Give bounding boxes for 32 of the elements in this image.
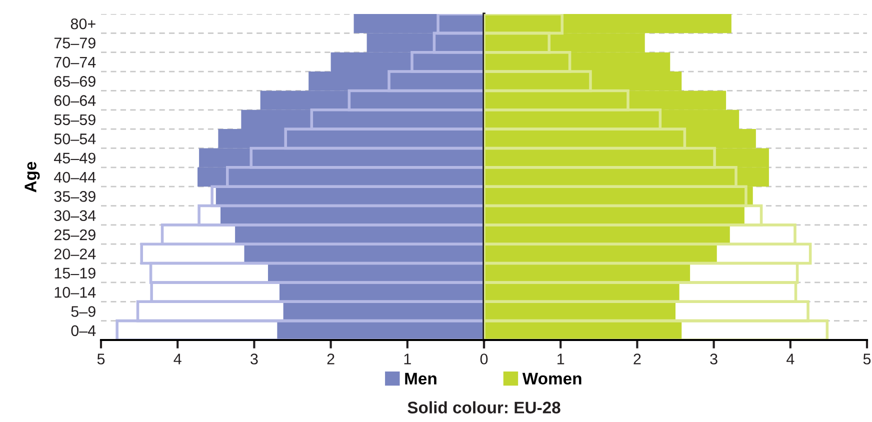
y-tick-label: 35–39 [54, 191, 96, 202]
x-tick-label: 3 [710, 354, 718, 364]
y-tick-label: 60–64 [54, 95, 96, 106]
x-tick-label: 4 [786, 354, 794, 364]
y-tick-label: 70–74 [54, 56, 96, 68]
x-tick-label: 4 [174, 354, 182, 364]
x-tick-label: 3 [250, 354, 258, 364]
y-tick-label: 0–4 [71, 325, 96, 336]
x-tick-label: 1 [404, 354, 411, 364]
y-tick-label: 25–29 [54, 229, 96, 240]
y-tick-label: 20–24 [54, 248, 96, 260]
legend-label: Men [405, 372, 436, 385]
y-tick-label: 75–79 [54, 38, 96, 48]
x-tick-label: 0 [480, 354, 488, 364]
y-tick-label: 55–59 [54, 114, 96, 126]
x-tick-label: 2 [634, 354, 641, 364]
y-tick-label: 80+ [70, 18, 96, 30]
y-tick-label: 50–54 [54, 134, 96, 144]
y-tick-label: 65–69 [54, 76, 96, 87]
y-tick-label: 10–14 [54, 286, 96, 298]
text: Solid colour: EU-28 [408, 401, 560, 414]
x-tick-label: 1 [558, 354, 564, 364]
y-tick-label: 5–9 [71, 306, 96, 317]
y-tick-label: 40–44 [54, 172, 96, 183]
legend-label: Women [522, 372, 582, 385]
y-tick-label: 30–34 [54, 210, 96, 222]
y-tick-label: 15–19 [54, 268, 96, 279]
y-tick-label: 45–49 [54, 152, 96, 164]
x-tick-label: 5 [97, 354, 105, 364]
x-tick-label: 2 [327, 354, 334, 364]
x-tick-label: 5 [863, 354, 871, 364]
y-axis-title: Age [24, 162, 40, 192]
